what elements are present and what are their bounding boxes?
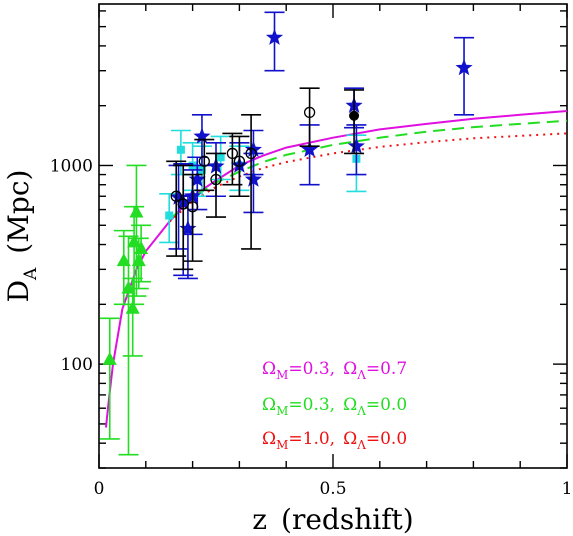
legend-text-part: Ω <box>343 429 357 449</box>
data-point-triangle <box>126 164 147 297</box>
x-axis-label: z (redshift) <box>252 503 413 536</box>
y-tick-label: 1000 <box>50 156 93 176</box>
star-marker <box>244 170 262 187</box>
tick-labels: 0 0.5 1 100 1000 <box>50 156 573 499</box>
legend-text-part: Λ <box>356 368 366 382</box>
x-axis-label-paren: (redshift) <box>281 503 414 536</box>
data-point-open-circle <box>182 173 203 262</box>
triangle-marker <box>127 234 142 248</box>
data-point-open-circle <box>299 87 320 148</box>
data-point-star <box>454 36 475 116</box>
legend-text-part: =1.0, <box>288 429 335 449</box>
legend-entry-1: ΩM=0.3, ΩΛ=0.0 <box>262 395 407 418</box>
legend-text-part: Ω <box>262 395 276 415</box>
star-marker <box>301 140 319 157</box>
y-axis-label-sub: A <box>21 267 41 281</box>
data-point-open-circle <box>241 113 262 250</box>
open-circle-marker <box>198 155 210 167</box>
open-circle-marker <box>186 201 199 213</box>
legend-text-part: M <box>276 438 288 452</box>
y-axis-label-paren: (Mpc) <box>2 170 35 254</box>
legend-text-part: Ω <box>262 429 276 449</box>
filled-circle-marker <box>349 110 360 121</box>
legend-text-part: M <box>276 368 288 382</box>
legend-text-part: =0.0 <box>366 429 407 449</box>
data-point-triangle <box>131 224 152 283</box>
triangle-marker <box>131 253 146 267</box>
open-circle-marker <box>245 147 257 160</box>
legend-text-part: Λ <box>356 404 366 418</box>
legend-text-part: Λ <box>356 438 366 452</box>
y-axis-label-main: D <box>2 280 35 302</box>
model-curve-0 <box>105 110 568 428</box>
data-points <box>99 11 475 456</box>
x-tick-label: 1 <box>562 479 573 499</box>
data-point-star <box>264 11 285 72</box>
square-marker <box>176 145 185 154</box>
open-circle-marker <box>233 155 246 167</box>
open-circle-marker <box>226 147 239 160</box>
legend-text-part: Ω <box>343 395 357 415</box>
data-point-triangle <box>128 237 149 290</box>
star-marker <box>179 219 197 237</box>
legend: ΩM=0.3, ΩΛ=0.7ΩM=0.3, ΩΛ=0.0ΩM=1.0, ΩΛ=0.0 <box>262 359 407 452</box>
triangle-marker <box>102 351 117 365</box>
data-point-star <box>346 124 367 176</box>
legend-text-part: Ω <box>262 359 276 379</box>
legend-text-part: =0.3, <box>288 395 335 415</box>
triangle-marker <box>116 253 131 267</box>
legend-entry-2: ΩM=1.0, ΩΛ=0.0 <box>262 429 407 452</box>
model-curve-2 <box>168 132 568 223</box>
legend-text-part: Ω <box>343 359 357 379</box>
square-marker <box>165 211 174 220</box>
legend-text-part: =0.3, <box>288 359 335 379</box>
model-curve-1 <box>168 119 568 222</box>
data-point-filled-circle <box>344 89 365 155</box>
data-point-open-circle <box>173 164 194 271</box>
star-marker <box>455 58 473 76</box>
triangle-marker <box>129 204 144 218</box>
y-axis-label: DA (Mpc) <box>2 170 41 303</box>
legend-entry-0: ΩM=0.3, ΩΛ=0.7 <box>262 359 407 382</box>
data-point-open-circle <box>194 138 215 192</box>
star-marker <box>188 170 206 187</box>
legend-text-part: M <box>276 404 288 418</box>
triangle-marker <box>134 240 149 254</box>
star-marker <box>347 137 365 154</box>
open-circle-marker <box>303 106 316 119</box>
open-circle-marker <box>170 190 182 202</box>
x-tick-label: 0.5 <box>319 479 346 499</box>
data-point-open-circle <box>206 152 226 218</box>
y-tick-label: 100 <box>61 355 93 375</box>
x-tick-label: 0 <box>94 479 105 499</box>
square-marker <box>216 153 225 162</box>
data-point-triangle <box>99 317 120 440</box>
star-marker <box>193 127 211 144</box>
open-circle-marker <box>210 173 222 186</box>
legend-text-part: =0.0 <box>366 395 407 415</box>
data-point-square <box>170 129 191 176</box>
x-axis-label-main: z <box>252 503 267 536</box>
legend-text-part: =0.7 <box>366 359 407 379</box>
svg-text:DA(Mpc): DA (Mpc) <box>2 170 41 303</box>
data-point-open-circle <box>229 135 250 198</box>
triangle-marker <box>125 300 140 314</box>
star-marker <box>265 28 284 45</box>
